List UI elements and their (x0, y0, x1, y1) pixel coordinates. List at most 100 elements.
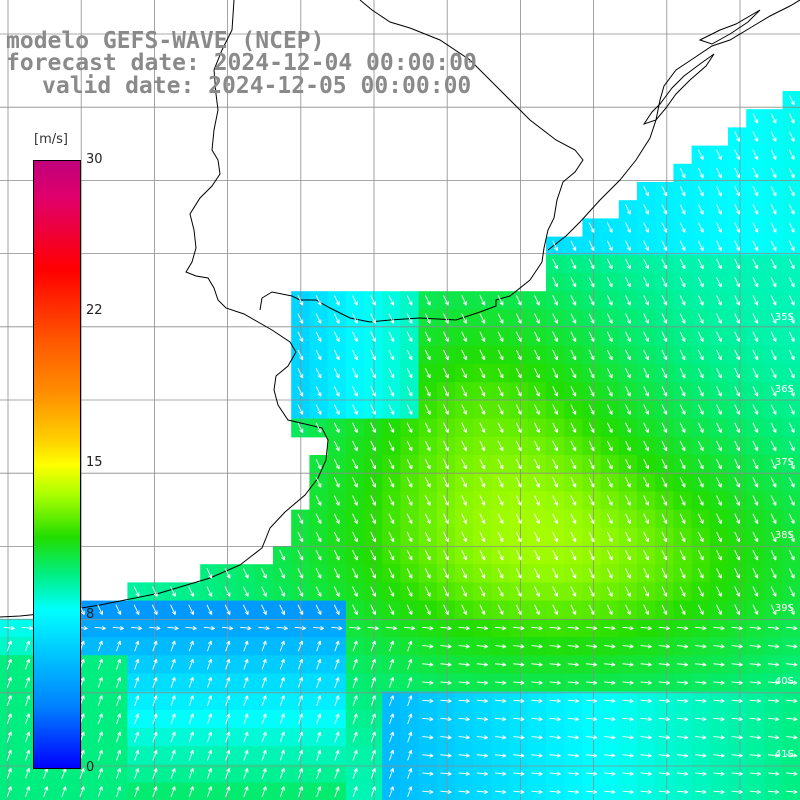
wind-arrow (749, 625, 762, 631)
wind-arrow (679, 367, 686, 379)
wind-arrow (588, 604, 595, 616)
wind-arrow (658, 680, 671, 685)
wind-arrow (243, 677, 249, 688)
wind-arrow (115, 731, 122, 743)
wind-arrow (622, 716, 634, 722)
wind-arrow (333, 458, 340, 470)
colorbar-tick-0: 0 (86, 760, 95, 775)
wind-arrow (497, 586, 504, 597)
wind-arrow (476, 716, 489, 722)
wind-arrow (388, 640, 395, 652)
wind-arrow (716, 367, 722, 379)
wind-arrow (752, 404, 759, 415)
wind-arrow (134, 749, 140, 761)
wind-arrow (697, 568, 704, 579)
wind-arrow (388, 513, 395, 525)
wind-arrow (697, 495, 704, 506)
wind-arrow (643, 240, 649, 252)
wind-arrow (497, 531, 504, 543)
wind-arrow (643, 367, 649, 379)
wind-arrow (661, 313, 668, 324)
wind-arrow (61, 786, 67, 798)
wind-arrow (461, 440, 467, 452)
wind-cell (782, 546, 800, 565)
wind-arrow (261, 640, 267, 652)
wind-arrow (258, 625, 270, 631)
wind-arrow (370, 604, 376, 616)
wind-arrow (458, 771, 470, 776)
wind-arrow (606, 458, 613, 470)
wind-arrow (515, 367, 522, 379)
wind-arrow (570, 513, 577, 525)
wind-arrow (549, 735, 561, 740)
wind-arrow (188, 713, 194, 725)
wind-arrow (315, 549, 322, 561)
wind-arrow (604, 753, 616, 758)
wind-arrow (643, 386, 649, 397)
wind-arrow (370, 749, 376, 761)
wind-arrow (697, 276, 704, 288)
wind-arrow (679, 531, 686, 543)
wind-arrow (333, 422, 340, 434)
wind-arrow (570, 477, 577, 488)
wind-cell (782, 491, 800, 511)
wind-arrow (97, 604, 103, 616)
wind-arrow (752, 440, 759, 452)
wind-arrow (494, 625, 507, 631)
wind-arrow (570, 586, 577, 597)
wind-arrow (788, 404, 795, 415)
wind-arrow (695, 625, 707, 631)
colorbar-tick-15: 15 (86, 455, 103, 470)
wind-arrow (370, 640, 376, 652)
wind-arrow (297, 531, 304, 543)
wind-arrow (588, 258, 595, 270)
wind-arrow (458, 680, 470, 685)
wind-arrow (406, 440, 413, 452)
wind-arrow (370, 568, 376, 579)
wind-arrow (279, 658, 285, 670)
wind-arrow (370, 386, 376, 397)
wind-arrow (625, 276, 631, 288)
wind-arrow (515, 386, 522, 397)
wind-arrow (786, 716, 798, 722)
wind-arrow (697, 531, 704, 543)
wind-cell (782, 200, 800, 219)
wind-cell (782, 91, 800, 110)
wind-arrow (188, 640, 194, 652)
wind-arrow (679, 458, 686, 470)
wind-arrow (679, 204, 686, 215)
wind-arrow (333, 386, 340, 397)
wind-arrow (316, 768, 322, 779)
wind-arrow (370, 440, 376, 452)
wind-arrow (531, 753, 543, 758)
wind-arrow (658, 789, 671, 795)
wind-arrow (406, 458, 413, 470)
wind-arrow (315, 458, 322, 470)
wind-arrow (570, 295, 577, 306)
wind-arrow (297, 658, 304, 670)
wind-arrow (243, 786, 249, 798)
wind-arrow (552, 568, 558, 579)
wind-arrow (625, 513, 631, 525)
wind-arrow (97, 658, 103, 670)
wind-arrow (606, 568, 613, 579)
wind-arrow (279, 640, 285, 652)
wind-arrow (424, 604, 431, 616)
wind-arrow (407, 658, 413, 670)
wind-arrow (24, 768, 31, 779)
wind-arrow (297, 731, 304, 743)
wind-arrow (788, 113, 795, 124)
wind-arrow (786, 753, 798, 758)
wind-arrow (513, 644, 525, 649)
wind-arrow (297, 331, 304, 343)
wind-arrow (497, 422, 504, 434)
wind-arrow (788, 167, 795, 179)
wind-arrow (297, 604, 304, 616)
wind-arrow (622, 662, 634, 667)
wind-arrow (679, 167, 686, 179)
wind-arrow (695, 753, 707, 758)
wind-arrow (788, 386, 795, 397)
wind-arrow (531, 625, 543, 631)
wind-arrow (443, 349, 449, 361)
wind-arrow (770, 349, 777, 361)
